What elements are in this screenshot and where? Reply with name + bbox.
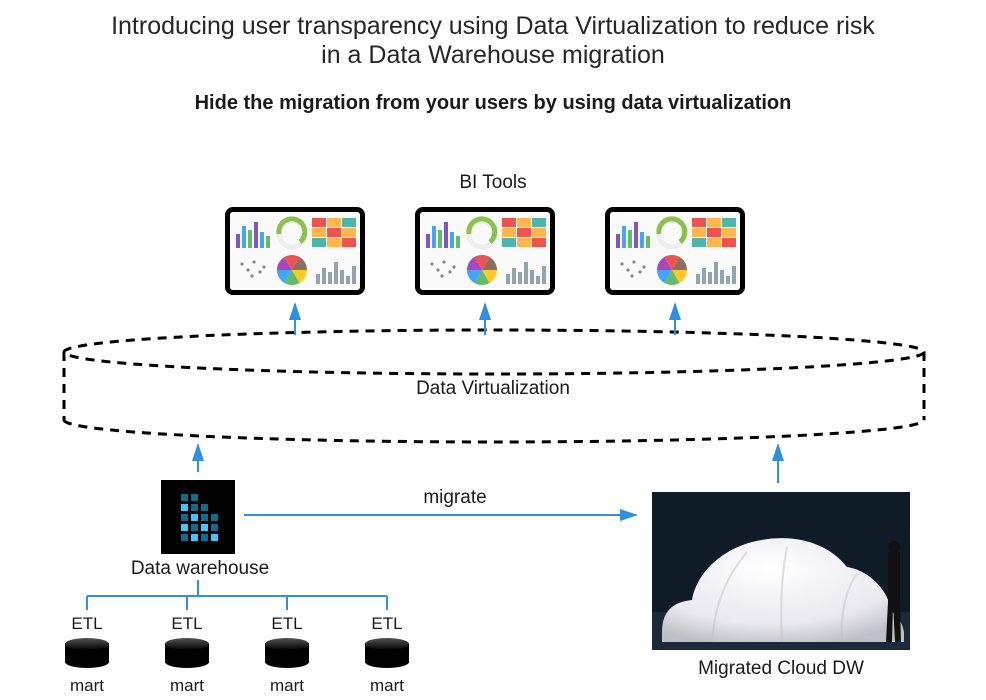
dw-pixel <box>201 524 208 531</box>
dw-pixel <box>201 534 208 541</box>
dw-pixel <box>211 514 218 521</box>
page-title: Introducing user transparency using Data… <box>0 12 986 70</box>
etl-label: ETL <box>265 614 309 634</box>
dw-pixel <box>181 514 188 521</box>
etl-label: ETL <box>365 614 409 634</box>
dw-pixel <box>191 524 198 531</box>
etl-label: ETL <box>165 614 209 634</box>
dw-pixel <box>191 514 198 521</box>
data-mart-cylinder-icon <box>65 638 109 668</box>
data-mart-cylinder-icon <box>165 638 209 668</box>
dw-pixel <box>201 504 208 511</box>
mart-label: mart <box>257 676 317 696</box>
dw-pixel <box>181 534 188 541</box>
dw-pixel <box>181 504 188 511</box>
bi-tools-heading: BI Tools <box>0 172 986 194</box>
migrate-label: migrate <box>380 487 530 509</box>
dw-pixel <box>191 494 198 501</box>
mart-label: mart <box>57 676 117 696</box>
dw-pixel <box>201 514 208 521</box>
dw-pixel <box>191 534 198 541</box>
dw-pixel <box>211 524 218 531</box>
data-mart-cylinder-icon <box>265 638 309 668</box>
migrated-cloud-dw-label: Migrated Cloud DW <box>652 658 910 680</box>
bi-tool-tablet <box>415 207 555 295</box>
page-title-line1: Introducing user transparency using Data… <box>0 12 986 41</box>
bi-tool-tablet <box>605 207 745 295</box>
data-mart-cylinder-icon <box>365 638 409 668</box>
covered-car-icon <box>652 492 910 650</box>
mart-label: mart <box>157 676 217 696</box>
mart-label: mart <box>357 676 417 696</box>
data-warehouse-icon <box>161 480 235 554</box>
page-title-line2: in a Data Warehouse migration <box>0 41 986 70</box>
bi-tool-tablet <box>225 207 365 295</box>
page-subtitle: Hide the migration from your users by us… <box>0 92 986 115</box>
dw-pixel <box>191 504 198 511</box>
dw-pixel <box>181 494 188 501</box>
data-warehouse-label: Data warehouse <box>100 558 300 580</box>
data-virtualization-label: Data Virtualization <box>0 378 986 400</box>
dw-pixel <box>181 524 188 531</box>
etl-label: ETL <box>65 614 109 634</box>
migrated-cloud-dw-image <box>652 492 910 650</box>
dw-pixel <box>211 534 218 541</box>
